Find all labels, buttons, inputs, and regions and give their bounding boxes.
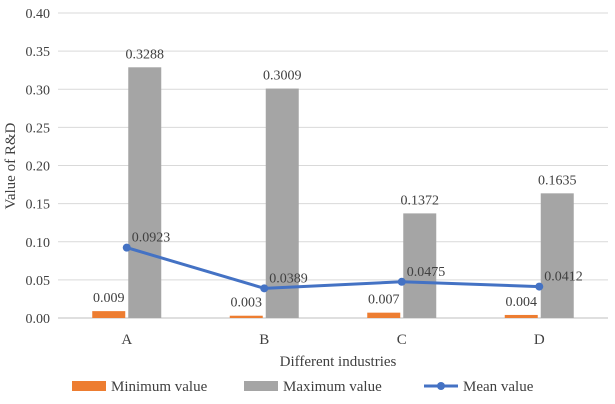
y-tick-label: 0.15	[26, 198, 51, 213]
data-label: 0.009	[93, 291, 125, 306]
x-tick-label: D	[534, 332, 545, 348]
legend-marker	[437, 382, 445, 390]
data-label: 0.004	[506, 295, 538, 310]
series-point	[260, 284, 269, 293]
series-point	[122, 243, 131, 252]
bar	[128, 67, 162, 318]
mean-line	[122, 243, 544, 293]
bars	[92, 67, 574, 318]
data-label: 0.007	[368, 293, 400, 308]
data-label: 0.3288	[126, 47, 165, 62]
y-tick-label: 0.35	[26, 45, 51, 60]
legend-label: Maximum value	[283, 379, 382, 395]
y-tick-label: 0.30	[26, 83, 51, 98]
y-tick-labels: 0.00 0.05 0.10 0.15 0.20 0.25 0.30 0.35 0.40	[26, 7, 51, 327]
y-axis-title: Value of R&D	[3, 123, 19, 210]
series-point	[397, 277, 406, 286]
y-tick-label: 0.00	[26, 312, 51, 327]
y-tick-label: 0.25	[26, 121, 51, 136]
data-label: 0.1635	[538, 173, 577, 188]
data-label: 0.3009	[263, 69, 302, 84]
x-axis-title: Different industries	[280, 354, 397, 370]
data-label: 0.0475	[407, 265, 446, 280]
x-tick-label: C	[397, 332, 407, 348]
data-labels: 0.009 0.003 0.007 0.004 0.3288 0.3009 0.1372 0.…	[93, 47, 583, 310]
legend-label: Minimum value	[111, 379, 208, 395]
x-tick-labels: A B C D	[121, 332, 545, 348]
data-label: 0.0412	[544, 270, 583, 285]
data-label: 0.1372	[401, 193, 440, 208]
bar	[403, 213, 437, 318]
bar	[504, 314, 538, 318]
y-tick-label: 0.10	[26, 236, 51, 251]
bar	[540, 193, 574, 318]
bar	[265, 88, 299, 318]
legend-label: Mean value	[463, 379, 534, 395]
x-tick-label: B	[259, 332, 269, 348]
bar	[92, 311, 126, 318]
data-label: 0.003	[231, 296, 263, 311]
y-tick-label: 0.20	[26, 160, 51, 175]
y-tick-label: 0.40	[26, 7, 51, 22]
bar	[367, 312, 401, 318]
legend-swatch	[244, 381, 278, 391]
series-line	[126, 246, 540, 290]
legend-swatch	[72, 381, 106, 391]
x-tick-label: A	[121, 332, 132, 348]
series-point	[535, 282, 544, 291]
data-label: 0.0923	[132, 231, 171, 246]
data-label: 0.0389	[269, 271, 308, 286]
bar	[229, 315, 263, 318]
y-tick-label: 0.05	[26, 274, 51, 289]
legend: Minimum value Maximum value Mean value	[72, 379, 534, 395]
